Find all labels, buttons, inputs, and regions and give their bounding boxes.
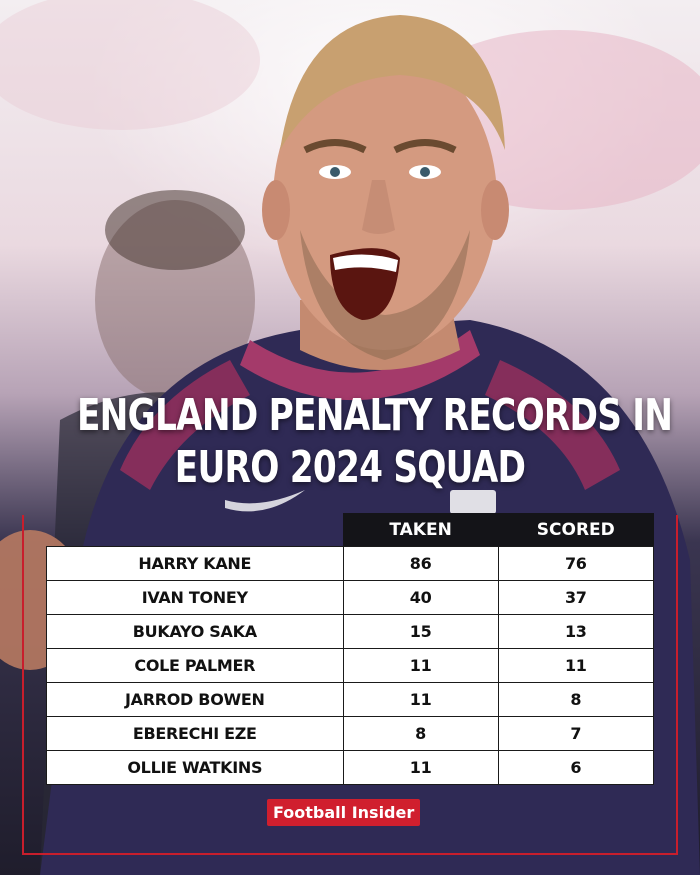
player-name: HARRY KANE bbox=[46, 546, 344, 581]
player-name: JARROD BOWEN bbox=[46, 682, 344, 717]
penalties-taken: 40 bbox=[342, 580, 499, 615]
penalties-taken: 11 bbox=[342, 648, 499, 683]
table-row: COLE PALMER 11 11 bbox=[46, 648, 655, 683]
header-taken: TAKEN bbox=[343, 513, 499, 547]
title-line-1: ENGLAND PENALTY RECORDS IN bbox=[77, 390, 673, 441]
player-name: COLE PALMER bbox=[46, 648, 344, 683]
table-row: EBERECHI EZE 8 7 bbox=[46, 716, 655, 751]
table-header-row: TAKEN SCORED bbox=[47, 513, 654, 547]
header-scored: SCORED bbox=[498, 513, 654, 547]
table-row: JARROD BOWEN 11 8 bbox=[46, 682, 655, 717]
table-row: OLLIE WATKINS 11 6 bbox=[46, 750, 655, 785]
penalties-scored: 37 bbox=[497, 580, 655, 615]
title-line-2: EURO 2024 SQUAD bbox=[174, 442, 526, 493]
penalties-scored: 8 bbox=[497, 682, 655, 717]
penalties-taken: 86 bbox=[342, 546, 499, 581]
player-name: OLLIE WATKINS bbox=[46, 750, 344, 785]
player-name: IVAN TONEY bbox=[46, 580, 344, 615]
penalties-scored: 76 bbox=[497, 546, 655, 581]
penalties-taken: 8 bbox=[342, 716, 499, 751]
penalty-records-table: TAKEN SCORED HARRY KANE 86 76 IVAN TONEY… bbox=[46, 513, 655, 785]
penalties-scored: 13 bbox=[497, 614, 655, 649]
penalties-taken: 11 bbox=[342, 682, 499, 717]
penalties-scored: 7 bbox=[497, 716, 655, 751]
penalties-taken: 15 bbox=[342, 614, 499, 649]
table-row: HARRY KANE 86 76 bbox=[46, 546, 655, 581]
header-blank-cell bbox=[47, 513, 344, 547]
brand-logo: Football Insider bbox=[267, 799, 421, 826]
player-name: BUKAYO SAKA bbox=[46, 614, 344, 649]
table-row: BUKAYO SAKA 15 13 bbox=[46, 614, 655, 649]
penalties-scored: 6 bbox=[497, 750, 655, 785]
penalties-scored: 11 bbox=[497, 648, 655, 683]
table-row: IVAN TONEY 40 37 bbox=[46, 580, 655, 615]
penalties-taken: 11 bbox=[342, 750, 499, 785]
page-title: ENGLAND PENALTY RECORDS IN EURO 2024 SQU… bbox=[77, 390, 673, 494]
red-frame-border bbox=[22, 515, 678, 855]
player-name: EBERECHI EZE bbox=[46, 716, 344, 751]
